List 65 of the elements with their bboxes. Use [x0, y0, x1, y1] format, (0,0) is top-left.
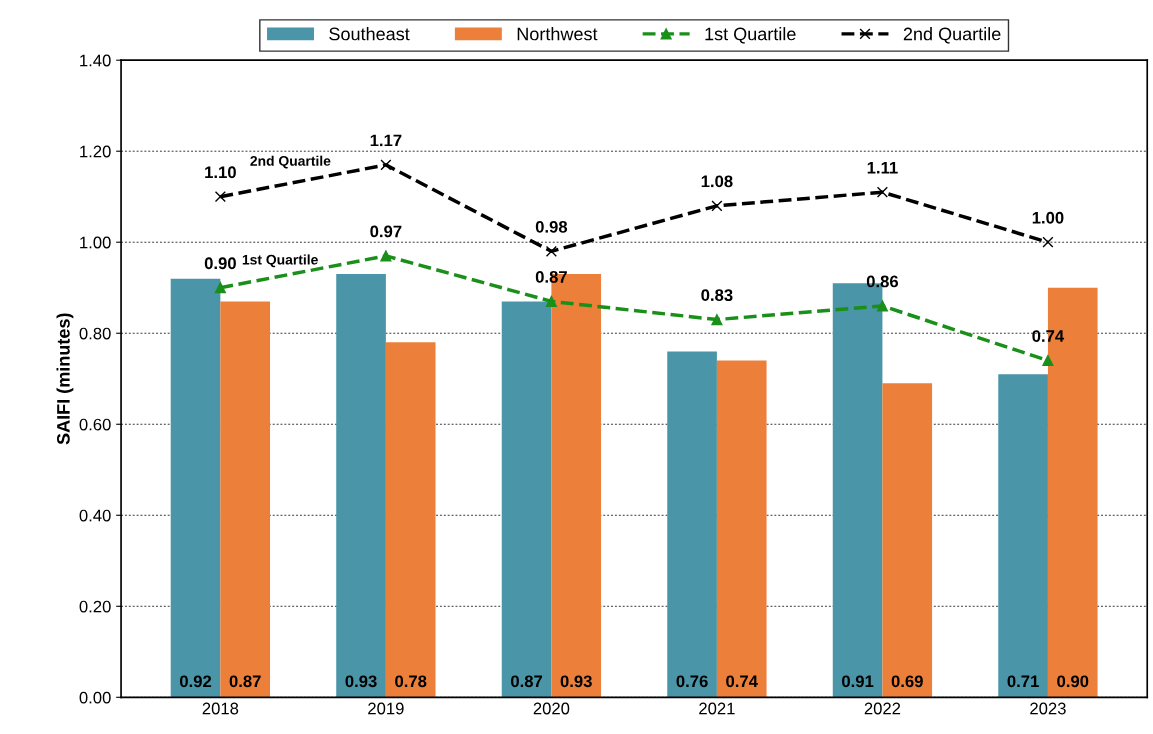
- data-label: 0.93: [560, 675, 592, 688]
- y-tick-label: 0.00: [79, 691, 111, 704]
- point: [380, 250, 392, 262]
- annotation: 1st Quartile: [242, 254, 318, 268]
- legend-label: 1st Quartile: [705, 27, 796, 44]
- bar: [667, 351, 717, 698]
- point: [1042, 354, 1054, 367]
- bar: [336, 274, 386, 698]
- data-label: 0.92: [179, 675, 212, 688]
- data-label: 0.93: [345, 675, 377, 688]
- y-tick-label: 0.60: [79, 418, 111, 431]
- y-tick-label: 1.40: [80, 54, 111, 67]
- legend-label: 2nd Quartile: [903, 27, 1001, 44]
- point: [214, 191, 226, 203]
- y-tick-label: 1.20: [80, 145, 111, 158]
- bar: [882, 383, 933, 698]
- data-label: 0.87: [511, 675, 543, 688]
- y-tick-label: 1.00: [80, 236, 111, 249]
- data-label: 0.69: [891, 675, 923, 688]
- data-label: 1.08: [701, 175, 733, 188]
- legend-label: Southeast: [329, 27, 410, 41]
- annotation: 2nd Quartile: [250, 155, 331, 169]
- data-label: 0.76: [676, 675, 708, 688]
- bar: [501, 301, 552, 698]
- x-tick-label: 2018: [202, 702, 239, 715]
- data-label: 1.11: [867, 161, 898, 174]
- data-label: 0.86: [866, 275, 899, 288]
- point: [380, 159, 392, 171]
- x-tick-label: 2020: [533, 702, 570, 715]
- data-label: 0.87: [229, 675, 261, 688]
- point: [214, 282, 226, 294]
- data-label: 0.74: [726, 675, 758, 688]
- x-tick-label: 2021: [699, 702, 735, 715]
- x-tick-label: 2019: [368, 702, 404, 715]
- bar: [220, 301, 271, 698]
- data-label: 1.17: [370, 134, 402, 147]
- data-label: 0.90: [204, 257, 236, 270]
- data-label: 0.78: [395, 675, 427, 688]
- point: [876, 300, 888, 312]
- point: [1042, 236, 1054, 248]
- data-label: 1.10: [205, 166, 236, 179]
- y-tick-label: 0.80: [79, 327, 111, 340]
- data-label: 0.91: [842, 675, 874, 688]
- data-label: 1.00: [1032, 211, 1064, 224]
- point: [711, 314, 723, 326]
- bar: [385, 342, 436, 698]
- data-label: 0.90: [1057, 675, 1089, 688]
- y-tick-label: 0.40: [79, 509, 111, 522]
- point: [876, 186, 888, 198]
- bar: [170, 278, 221, 698]
- data-label: 0.97: [370, 225, 402, 238]
- point: [711, 200, 723, 212]
- y-axis-title: SAIFI (minutes): [56, 313, 74, 445]
- point: [545, 245, 557, 257]
- data-label: 0.71: [1007, 675, 1039, 688]
- x-tick-label: 2023: [1030, 702, 1066, 715]
- bar: [716, 360, 767, 698]
- bar: [998, 374, 1048, 698]
- data-label: 0.87: [535, 271, 567, 283]
- y-tick-label: 0.20: [79, 600, 111, 613]
- legend-label: Northwest: [517, 27, 598, 41]
- data-label: 0.83: [701, 289, 733, 302]
- x-tick-label: 2022: [864, 702, 901, 715]
- data-label: 0.98: [535, 220, 568, 233]
- point: [545, 295, 557, 307]
